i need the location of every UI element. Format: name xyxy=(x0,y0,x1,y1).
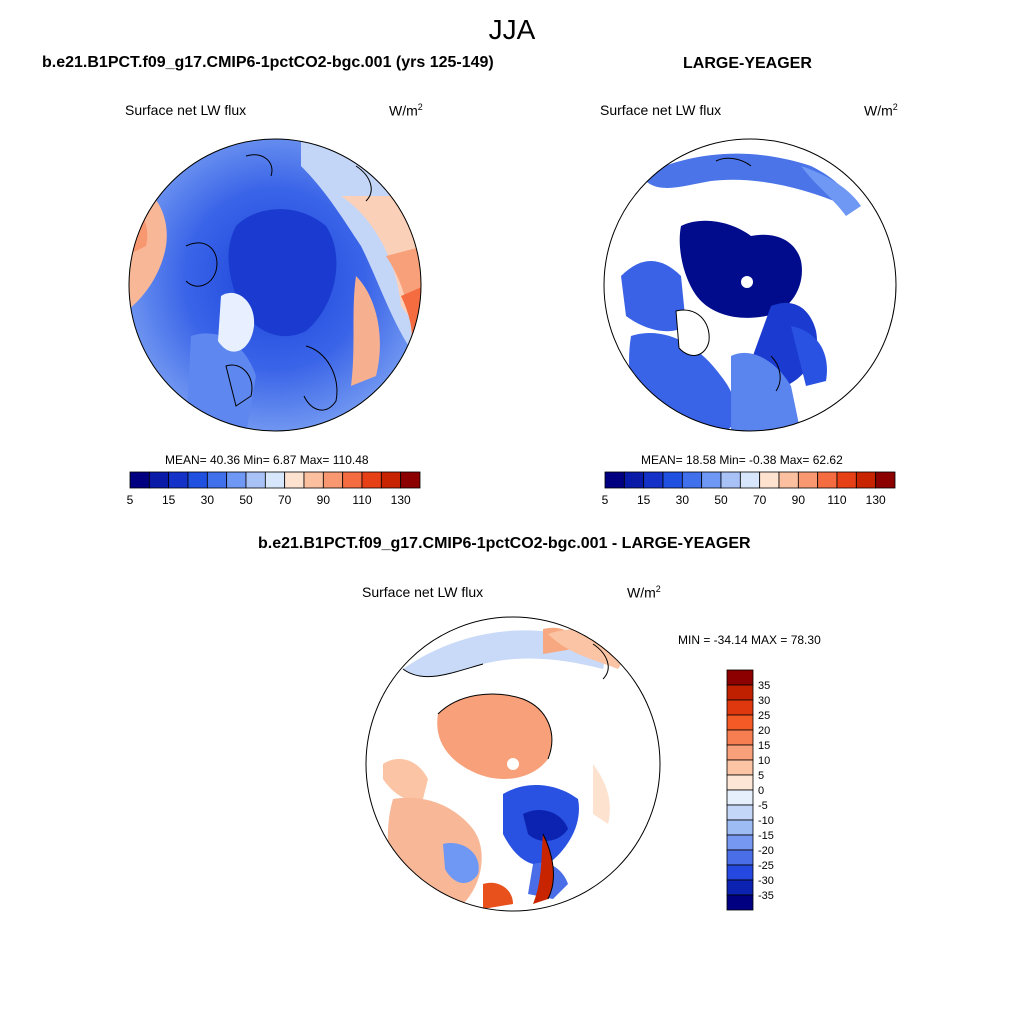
obs-colorbar-box xyxy=(681,471,703,489)
diff-colorbar-box xyxy=(726,729,754,746)
diff-colorbar-tick-label: 5 xyxy=(758,770,764,782)
diff-colorbar-box xyxy=(726,669,754,686)
diff-colorbar-box xyxy=(726,849,754,866)
obs-colorbar-tick-label: 5 xyxy=(602,493,609,507)
diff-colorbar-tick-label: -20 xyxy=(758,845,774,857)
obs-colorbar-box xyxy=(797,471,819,489)
model-colorbar-tick-label: 50 xyxy=(239,493,253,507)
obs-colorbar-box xyxy=(778,471,799,489)
model-colorbar: 5 15 30 50 70 90 110 130 xyxy=(127,471,421,507)
diff-colorbar-box xyxy=(726,834,754,851)
model-colorbar-box xyxy=(206,471,228,489)
obs-colorbar-box xyxy=(604,471,625,489)
model-colorbar-box xyxy=(187,471,208,489)
obs-units: W/m2 xyxy=(864,102,898,119)
diff-units: W/m2 xyxy=(627,584,661,601)
obs-colorbar-box xyxy=(836,471,857,489)
diff-colorbar-tick-label: 35 xyxy=(758,680,770,692)
obs-colorbar-box xyxy=(720,471,741,489)
model-colorbar-tick-label: 70 xyxy=(278,493,292,507)
model-colorbar-tick-label: 90 xyxy=(317,493,331,507)
model-colorbar-box xyxy=(400,471,421,489)
diff-colorbar-box xyxy=(726,744,754,761)
diff-colorbar-box xyxy=(726,804,754,821)
diff-colorbar-tick-label: 25 xyxy=(758,710,770,722)
diff-stats: MIN = -34.14 MAX = 78.30 xyxy=(678,633,821,647)
diff-colorbar-box xyxy=(726,774,754,791)
obs-colorbar-tick-label: 70 xyxy=(753,493,767,507)
model-field-label: Surface net LW flux xyxy=(125,102,247,118)
diff-colorbar-box xyxy=(726,684,754,701)
diff-colorbar-tick-label: 15 xyxy=(758,740,770,752)
obs-colorbar-tick-label: 110 xyxy=(827,493,846,507)
diff-colorbar-tick-label: -5 xyxy=(758,800,768,812)
obs-colorbar-box xyxy=(643,471,664,489)
obs-colorbar-box xyxy=(662,471,683,489)
diff-colorbar-tick-label: 30 xyxy=(758,695,770,707)
diff-colorbar-box xyxy=(726,864,754,881)
obs-colorbar: 5 15 30 50 70 90 110 130 xyxy=(602,471,896,507)
obs-panel-title: LARGE-YEAGER xyxy=(683,55,812,72)
diff-colorbar-box xyxy=(726,819,754,836)
model-colorbar-tick-label: 130 xyxy=(391,493,411,507)
model-colorbar-tick-label: 30 xyxy=(201,493,215,507)
diff-colorbar-tick-label: -25 xyxy=(758,860,774,872)
model-colorbar-box xyxy=(148,471,170,489)
diff-panel-title: b.e21.B1PCT.f09_g17.CMIP6-1pctCO2-bgc.00… xyxy=(258,535,751,552)
model-panel-title: b.e21.B1PCT.f09_g17.CMIP6-1pctCO2-bgc.00… xyxy=(42,54,494,71)
obs-colorbar-tick-label: 130 xyxy=(866,493,886,507)
model-colorbar-box xyxy=(303,471,324,489)
diff-colorbar-tick-label: 10 xyxy=(758,755,770,767)
diff-colorbar-tick-label: -35 xyxy=(758,890,774,902)
diff-colorbar-tick-label: -10 xyxy=(758,815,774,827)
diff-colorbar-box xyxy=(726,789,754,806)
diff-field-label: Surface net LW flux xyxy=(362,584,484,600)
model-colorbar-tick-label: 5 xyxy=(127,493,134,507)
obs-colorbar-tick-label: 30 xyxy=(676,493,690,507)
model-colorbar-box xyxy=(129,471,150,489)
model-colorbar-box xyxy=(380,471,402,489)
model-colorbar-box xyxy=(264,471,286,489)
diff-colorbar-tick-label: -15 xyxy=(758,830,774,842)
diff-colorbar: 35 30 25 20 15 10 5 0 -5 -10 -15 -20 -25 -30 -35 xyxy=(726,669,774,911)
model-colorbar-box xyxy=(284,471,305,489)
model-colorbar-box xyxy=(322,471,344,489)
diff-colorbar-box xyxy=(726,759,754,776)
model-colorbar-box xyxy=(342,471,363,489)
diff-colorbar-box xyxy=(726,699,754,716)
model-colorbar-tick-label: 15 xyxy=(162,493,176,507)
obs-colorbar-box xyxy=(739,471,761,489)
diff-colorbar-tick-label: 20 xyxy=(758,725,770,737)
obs-colorbar-box xyxy=(817,471,838,489)
diff-colorbar-tick-label: 0 xyxy=(758,785,764,797)
model-colorbar-box xyxy=(168,471,189,489)
obs-colorbar-tick-label: 90 xyxy=(792,493,806,507)
model-units: W/m2 xyxy=(389,102,423,119)
obs-polar-map xyxy=(603,138,897,432)
obs-colorbar-tick-label: 15 xyxy=(637,493,651,507)
obs-colorbar-box xyxy=(875,471,896,489)
model-colorbar-box xyxy=(361,471,382,489)
obs-colorbar-box xyxy=(701,471,722,489)
model-stats: MEAN= 40.36 Min= 6.87 Max= 110.48 xyxy=(165,453,369,467)
diff-polar-map xyxy=(365,616,661,912)
model-colorbar-box xyxy=(226,471,247,489)
diff-colorbar-box xyxy=(726,894,754,911)
model-colorbar-box xyxy=(245,471,266,489)
diff-colorbar-tick-label: -30 xyxy=(758,875,774,887)
diff-colorbar-box xyxy=(726,714,754,731)
model-polar-map xyxy=(128,138,422,432)
obs-colorbar-box xyxy=(623,471,645,489)
obs-stats: MEAN= 18.58 Min= -0.38 Max= 62.62 xyxy=(641,453,843,467)
obs-field-label: Surface net LW flux xyxy=(600,102,722,118)
obs-colorbar-box xyxy=(855,471,877,489)
obs-colorbar-tick-label: 50 xyxy=(714,493,728,507)
obs-colorbar-box xyxy=(759,471,780,489)
figure-title: JJA xyxy=(488,14,536,45)
diff-colorbar-box xyxy=(726,879,754,896)
model-colorbar-tick-label: 110 xyxy=(352,493,371,507)
